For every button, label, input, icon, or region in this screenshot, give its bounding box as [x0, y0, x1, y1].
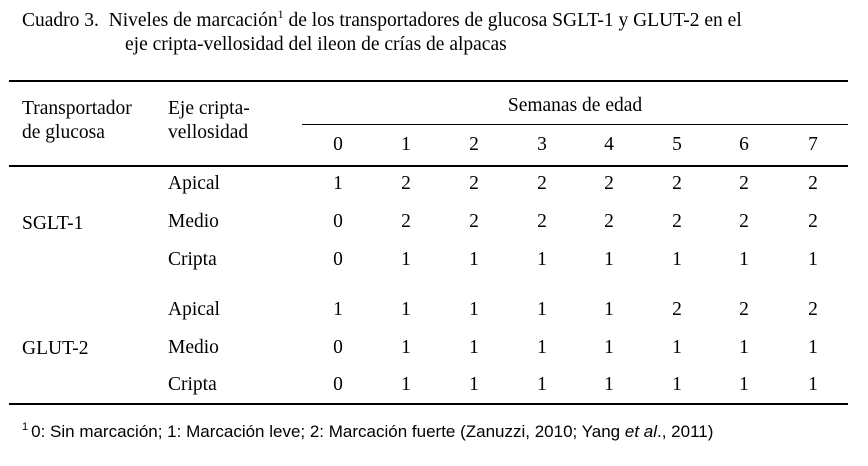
value-cell: 2 — [537, 173, 547, 194]
header-eje-line2: vellosidad — [168, 122, 249, 143]
value-cell: 1 — [469, 299, 479, 320]
table-bottom-rule — [9, 403, 848, 405]
value-cell: 1 — [537, 337, 547, 358]
value-cell: 1 — [333, 173, 343, 194]
week-header-7: 7 — [808, 134, 818, 155]
week-header-6: 6 — [739, 134, 749, 155]
value-cell: 1 — [401, 374, 411, 395]
week-header-2: 2 — [469, 134, 479, 155]
header-bottom-rule — [9, 165, 848, 167]
value-cell: 2 — [739, 173, 749, 194]
value-cell: 2 — [469, 211, 479, 232]
footnote-text: 0: Sin marcación; 1: Marcación leve; 2: … — [31, 422, 625, 441]
week-header-3: 3 — [537, 134, 547, 155]
caption-label: Cuadro 3. — [22, 10, 99, 31]
value-cell: 1 — [739, 337, 749, 358]
region-label: Medio — [168, 337, 219, 358]
column-header-transportador: Transportador de glucosa — [22, 97, 132, 145]
column-header-eje: Eje cripta- vellosidad — [168, 97, 250, 145]
value-cell: 1 — [469, 337, 479, 358]
value-cell: 2 — [808, 299, 818, 320]
value-cell: 2 — [401, 173, 411, 194]
caption-title-line2: eje cripta-vellosidad del ileon de crías… — [125, 34, 507, 55]
region-label: Cripta — [168, 374, 217, 395]
week-header-4: 4 — [604, 134, 614, 155]
header-transportador-line2: de glucosa — [22, 122, 105, 143]
week-header-0: 0 — [333, 134, 343, 155]
value-cell: 1 — [401, 337, 411, 358]
value-cell: 2 — [401, 211, 411, 232]
value-cell: 2 — [739, 211, 749, 232]
value-cell: 2 — [672, 211, 682, 232]
header-eje-line1: Eje cripta- — [168, 98, 250, 119]
value-cell: 1 — [537, 374, 547, 395]
value-cell: 1 — [604, 374, 614, 395]
value-cell: 1 — [401, 249, 411, 270]
table-top-rule — [9, 80, 848, 82]
value-cell: 1 — [604, 337, 614, 358]
value-cell: 1 — [333, 299, 343, 320]
value-cell: 1 — [469, 374, 479, 395]
region-label: Apical — [168, 173, 220, 194]
caption-title-rest: de los transportadores de glucosa SGLT-1… — [283, 10, 742, 31]
value-cell: 2 — [808, 173, 818, 194]
caption-footnote-marker: 1 — [277, 7, 284, 21]
week-header-1: 1 — [401, 134, 411, 155]
value-cell: 0 — [333, 211, 343, 232]
week-header-5: 5 — [672, 134, 682, 155]
footnote-marker: 1 — [22, 421, 29, 433]
header-transportador-line1: Transportador — [22, 98, 132, 119]
value-cell: 0 — [333, 374, 343, 395]
value-cell: 0 — [333, 337, 343, 358]
value-cell: 1 — [604, 299, 614, 320]
value-cell: 1 — [672, 249, 682, 270]
region-label: Cripta — [168, 249, 217, 270]
caption-title-text: Niveles de marcación — [108, 10, 278, 31]
value-cell: 2 — [672, 173, 682, 194]
table-caption: Cuadro 3. Niveles de marcación1 de los t… — [22, 7, 852, 57]
table-footnote: 1 0: Sin marcación; 1: Marcación leve; 2:… — [22, 421, 713, 443]
value-cell: 2 — [672, 299, 682, 320]
value-cell: 1 — [672, 337, 682, 358]
value-cell: 1 — [808, 374, 818, 395]
value-cell: 2 — [537, 211, 547, 232]
group-label-glut2: GLUT-2 — [22, 338, 89, 359]
value-cell: 1 — [401, 299, 411, 320]
value-cell: 2 — [604, 211, 614, 232]
value-cell: 2 — [739, 299, 749, 320]
weeks-header-rule — [302, 124, 848, 125]
value-cell: 2 — [469, 173, 479, 194]
footnote-text-end: ., 2011) — [657, 422, 714, 441]
group-label-sglt1: SGLT-1 — [22, 213, 84, 234]
value-cell: 1 — [739, 374, 749, 395]
value-cell: 2 — [604, 173, 614, 194]
value-cell: 1 — [469, 249, 479, 270]
value-cell: 1 — [672, 374, 682, 395]
region-label: Apical — [168, 299, 220, 320]
value-cell: 1 — [808, 337, 818, 358]
value-cell: 1 — [537, 249, 547, 270]
value-cell: 1 — [604, 249, 614, 270]
value-cell: 2 — [808, 211, 818, 232]
footnote-italic: et al — [624, 422, 657, 441]
value-cell: 1 — [808, 249, 818, 270]
region-label: Medio — [168, 211, 219, 232]
value-cell: 0 — [333, 249, 343, 270]
value-cell: 1 — [537, 299, 547, 320]
value-cell: 1 — [739, 249, 749, 270]
column-header-semanas: Semanas de edad — [507, 95, 643, 116]
